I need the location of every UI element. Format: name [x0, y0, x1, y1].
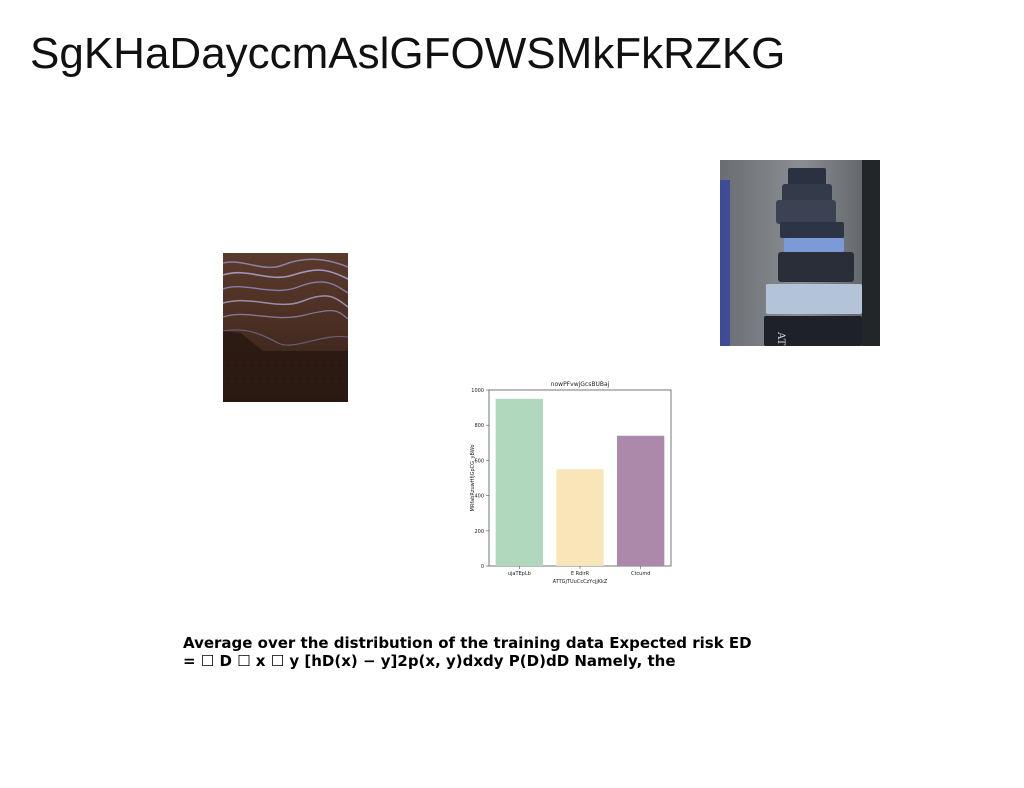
chart-y-tick-label: 800: [474, 423, 484, 429]
chart-y-tick-label: 200: [474, 529, 484, 535]
chart-bar: [556, 469, 604, 566]
books-photo: ATH: [720, 160, 880, 346]
chart-title: nowPFvwjGcsBUBaj: [551, 381, 610, 388]
chart-bar: [617, 435, 665, 566]
slide-title: SgKHaDayccmAslGFOWSMkFkRZKG: [30, 29, 786, 78]
chart-x-axis-label: ATTGjTUuCcCzYcjjKkZ: [553, 579, 608, 585]
chart-x-tick-label: E RdirR: [571, 571, 590, 577]
bar-chart: nowPFvwjGcsBUBaj ATTGjTUuCcCzYcjjKkZ MRf…: [455, 375, 685, 590]
chart-y-tick-label: 400: [474, 494, 484, 500]
chart-y-tick-label: 0: [481, 564, 484, 570]
body-paragraph: Average over the distribution of the tra…: [183, 634, 823, 670]
svg-text:ATH: ATH: [775, 331, 786, 346]
chart-x-tick-label: Ctcumd: [631, 571, 650, 577]
paragraph-line-2: = ☐ D ☐ x ☐ y [hD(x) − y]2p(x, y)dxdy P(…: [183, 652, 676, 670]
paragraph-line-1: Average over the distribution of the tra…: [183, 634, 752, 652]
wave-photo: [223, 253, 348, 402]
chart-y-tick-label: 1000: [471, 388, 484, 394]
chart-x-tick-label: ujaTEpLb: [508, 571, 531, 577]
chart-bar: [495, 398, 543, 566]
chart-y-axis-label: MRfabRzuwHfjGpCG_yBWo: [470, 445, 476, 512]
chart-y-tick-label: 600: [474, 458, 484, 464]
